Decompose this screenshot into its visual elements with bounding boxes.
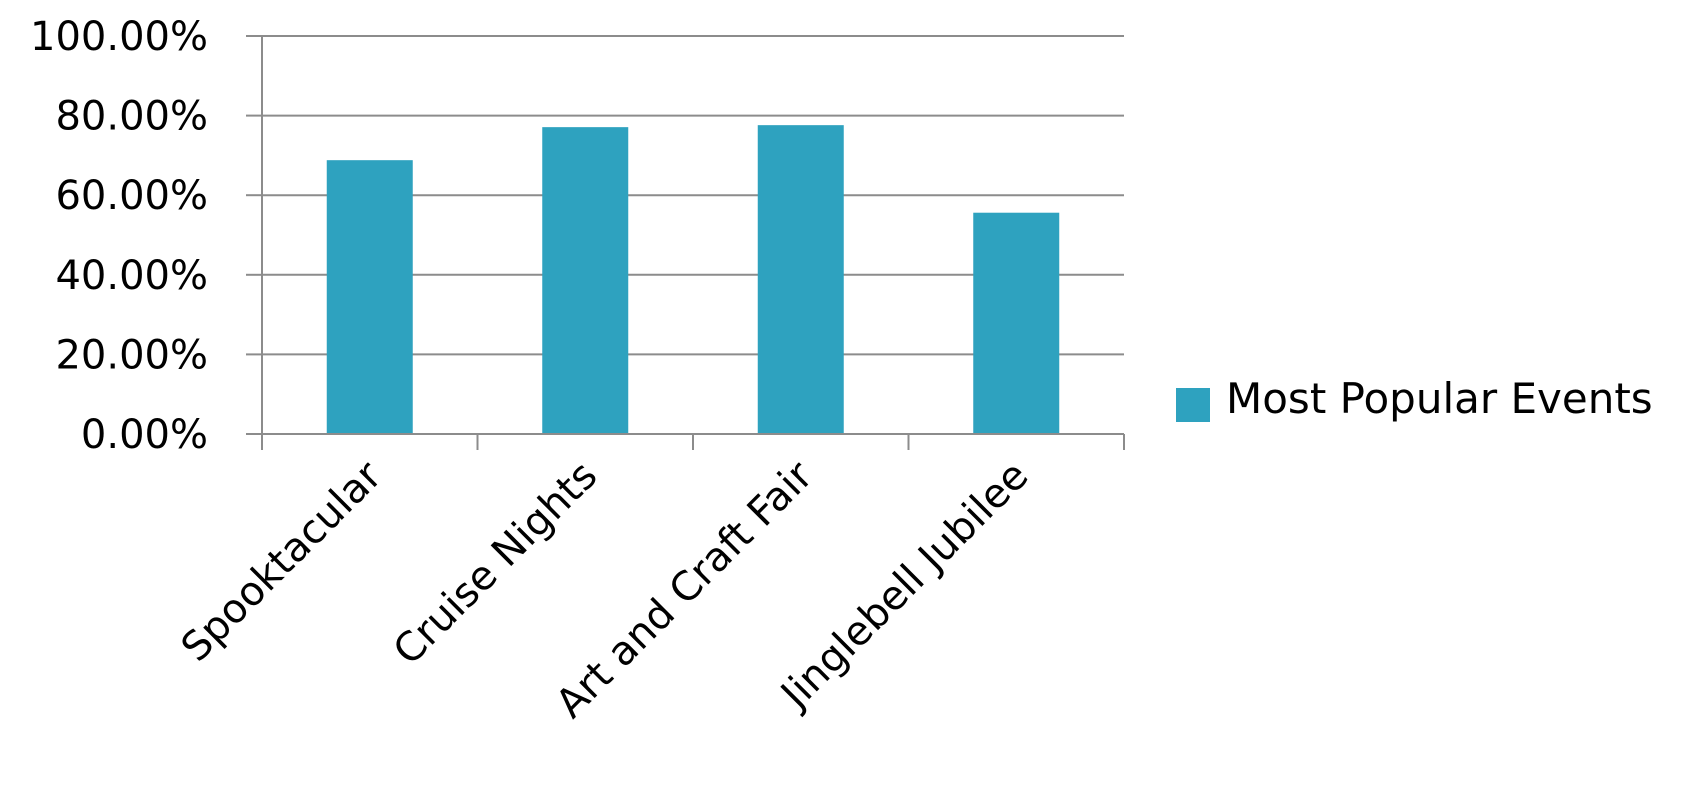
- bar: [973, 212, 1060, 434]
- bars: [326, 125, 1060, 434]
- legend-swatch: [1176, 388, 1210, 422]
- legend: Most Popular Events: [1176, 374, 1653, 423]
- y-tick-label: 80.00%: [55, 94, 208, 140]
- bar: [542, 127, 629, 434]
- legend-label: Most Popular Events: [1226, 374, 1653, 423]
- y-tick-label: 100.00%: [30, 14, 208, 60]
- y-tick-label: 0.00%: [81, 412, 208, 458]
- axes: [261, 36, 1125, 450]
- bar: [326, 160, 413, 434]
- bar: [757, 125, 844, 434]
- y-tick-label: 20.00%: [55, 332, 208, 378]
- y-axis-tick-labels: 0.00% 20.00% 40.00% 60.00% 80.00% 100.00%: [30, 14, 208, 458]
- y-tick-label: 40.00%: [55, 253, 208, 299]
- y-tick-label: 60.00%: [55, 173, 208, 219]
- x-tick-label: Cruise Nights: [385, 453, 607, 675]
- x-tick-label: Spooktacular: [173, 452, 392, 671]
